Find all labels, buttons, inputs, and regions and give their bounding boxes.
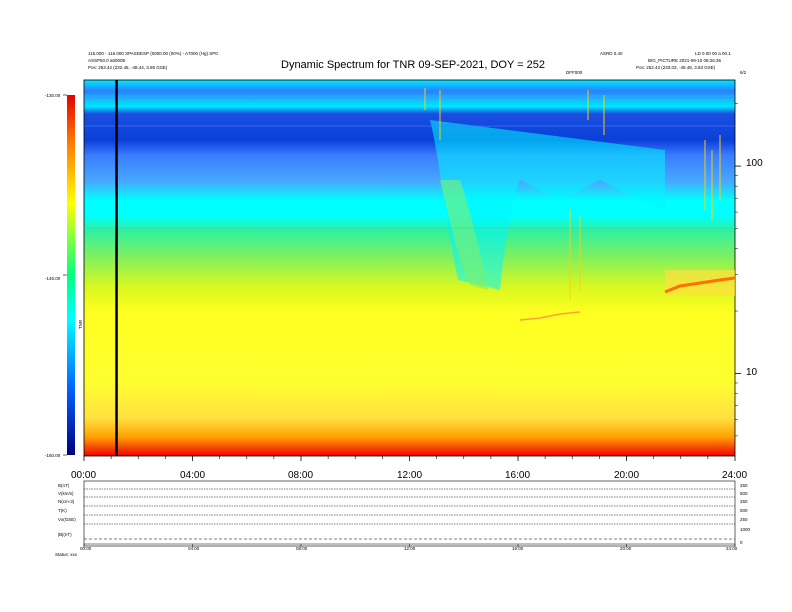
header-right-1: ASRD 0.40 — [600, 51, 623, 56]
header-sub-label: DFF000 — [566, 70, 583, 75]
panel-label: V(km/s) — [58, 491, 74, 496]
header-right-4: Pos: 252.43 (233.03, -48.48, 3.83 GSE) — [636, 65, 716, 70]
header-line-1: 115.000 - 116.000 SPASDESP (0000.00 (00%… — [88, 51, 218, 56]
chart-title: Dynamic Spectrum for TNR 09-SEP-2021, DO… — [281, 59, 546, 71]
x-tick-label: 20:00 — [614, 470, 640, 481]
panel-right-tick: 250 — [740, 483, 748, 488]
panel-x-tick: 12:00 — [404, 546, 416, 551]
colorbar-tick-mid: -145.00 — [45, 276, 61, 281]
panel-x-tick: 00:00 — [80, 546, 92, 551]
x-tick-label: 12:00 — [397, 470, 423, 481]
panel-label: |B|(nT) — [58, 532, 72, 537]
panel-label: Vx(GSE) — [58, 517, 76, 522]
panel-x-tick: 20:00 — [620, 546, 632, 551]
colorbar-tick-bottom: -160.00 — [45, 453, 61, 458]
header-right-2: LD 0.00 00 a 00.1 — [695, 51, 731, 56]
panel-frame — [83, 480, 736, 547]
panel-x-tick: 04:00 — [188, 546, 200, 551]
x-tick-label: 16:00 — [505, 470, 531, 481]
panel-right-tick: 500 — [740, 508, 748, 513]
panel-x-tick: 16:00 — [512, 546, 524, 551]
header-line-3: Pos: 253.42 (232.45, -48.44, 3.85 GSE) — [88, 65, 168, 70]
panel-right-tick: 0 — [740, 540, 743, 545]
plasma-line — [664, 276, 736, 294]
panel-x-tick: 24:00 — [726, 546, 738, 551]
spectrum-background — [84, 80, 735, 456]
header-right-3: BIG_PICTURE 2021-09-10 08:26:36 — [648, 58, 722, 63]
panel-right-tick: 500 — [740, 491, 748, 496]
x-tick-label: 24:00 — [722, 470, 748, 481]
panel-right-tick: 250 — [740, 499, 748, 504]
y-tick-label: 10 — [746, 367, 758, 378]
corner-label: 6/2 — [740, 70, 747, 75]
colorbar — [67, 95, 75, 455]
panel-label: N(cm-3) — [58, 499, 75, 504]
x-tick-label: 08:00 — [288, 470, 314, 481]
y-tick-label: 100 — [746, 158, 763, 169]
plasma-trace — [519, 311, 581, 321]
panel-right-tick: 1000 — [740, 527, 751, 532]
panel-x-tick: 08:00 — [296, 546, 308, 551]
x-tick-label: 00:00 — [71, 470, 97, 481]
panel-label: T(K) — [58, 508, 67, 513]
x-tick-label: 04:00 — [180, 470, 206, 481]
panel-footer: Status: xxx — [55, 552, 78, 557]
green-burst-streak — [440, 180, 488, 290]
header-line-2: ASSP50.0 a0000E — [88, 58, 126, 63]
panel-right-tick: 250 — [740, 517, 748, 522]
colorbar-tick-top: -130.00 — [45, 93, 61, 98]
panel-label: B(nT) — [58, 483, 70, 488]
cyan-burst-region — [430, 120, 665, 290]
